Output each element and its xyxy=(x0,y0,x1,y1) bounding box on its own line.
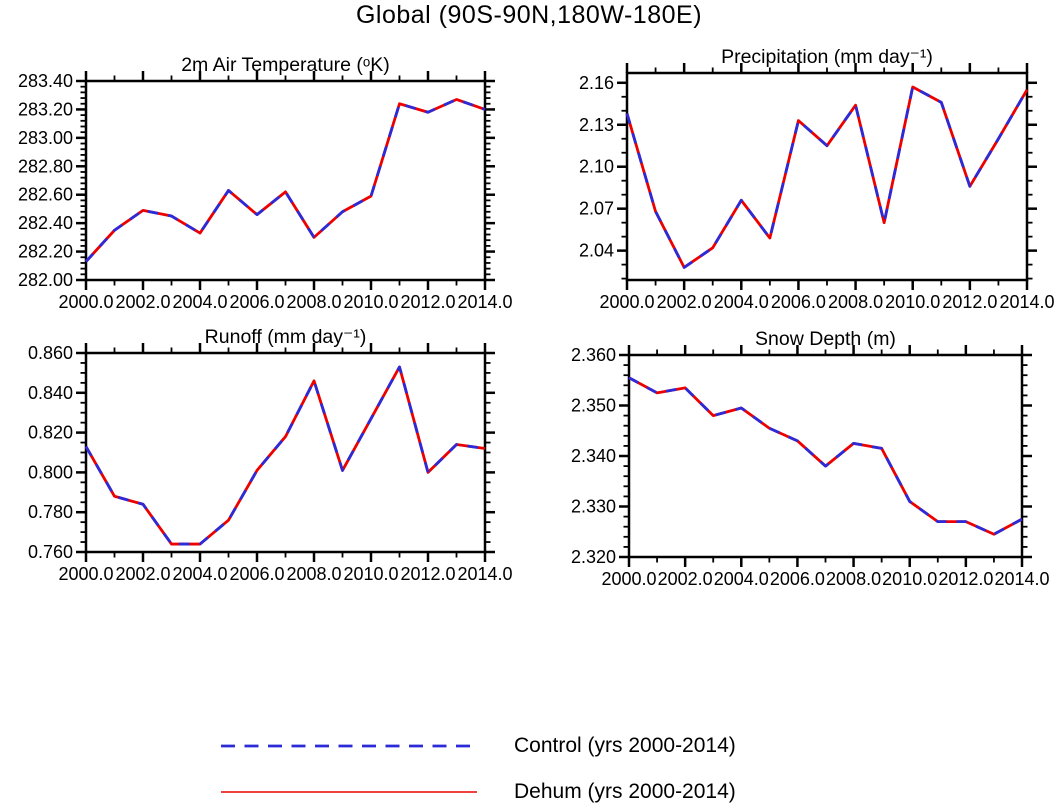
series-line-temperature xyxy=(84,98,486,263)
y-tick-label: 2.16 xyxy=(579,73,614,93)
panel-title-runoff: Runoff (mm day⁻¹) xyxy=(205,326,367,348)
y-tick-label: 282.40 xyxy=(18,213,73,233)
y-tick-label: 283.20 xyxy=(18,99,73,119)
legend-label-control: Control (yrs 2000-2014) xyxy=(514,734,736,757)
series-line-runoff xyxy=(84,365,486,546)
x-tick-label: 2002.0 xyxy=(658,569,713,589)
y-tick-label: 283.00 xyxy=(18,128,73,148)
x-tick-label: 2014.0 xyxy=(999,292,1054,312)
panel-temperature: 2000.0 2002.0 2004.0 2006.0 2008.0 2010.0 2012… xyxy=(18,54,513,312)
x-tick-label: 2004.0 xyxy=(714,292,769,312)
x-tick-label: 2000.0 xyxy=(601,569,656,589)
y-tick-label: 2.350 xyxy=(571,396,616,416)
x-tick-label: 2006.0 xyxy=(229,564,284,584)
x-tick-label: 2014.0 xyxy=(457,564,512,584)
y-tick-label: 0.840 xyxy=(28,383,73,403)
charts-canvas: 2000.0 2002.0 2004.0 2006.0 2008.0 2010.0 2012… xyxy=(18,46,1055,589)
x-tick-label: 2010.0 xyxy=(343,564,398,584)
y-tick-label: 0.760 xyxy=(28,542,73,562)
y-tick-label: 0.780 xyxy=(28,502,73,522)
series-line-temperature xyxy=(84,98,486,263)
panel-title-precipitation: Precipitation (mm day⁻¹) xyxy=(721,46,933,68)
y-tick-label: 2.07 xyxy=(579,199,614,219)
plot-box-runoff xyxy=(84,351,487,554)
y-tick-label: 2.330 xyxy=(571,497,616,517)
legend-label-dehum: Dehum (yrs 2000-2014) xyxy=(514,780,736,803)
x-tick-label: 2014.0 xyxy=(994,569,1049,589)
x-tick-label: 2012.0 xyxy=(400,292,455,312)
legend-item-dehum: Dehum (yrs 2000-2014) xyxy=(220,780,736,804)
y-tick-label: 2.10 xyxy=(579,157,614,177)
y-tick-label: 282.20 xyxy=(18,242,73,262)
y-tick-label: 282.80 xyxy=(18,156,73,176)
x-tick-label: 2000.0 xyxy=(58,292,113,312)
x-tick-label: 2004.0 xyxy=(172,292,227,312)
x-tick-label: 2008.0 xyxy=(286,564,341,584)
y-tick-label: 2.360 xyxy=(571,345,616,365)
x-tick-label: 2006.0 xyxy=(229,292,284,312)
x-tick-label: 2002.0 xyxy=(115,292,170,312)
y-tick-label: 283.40 xyxy=(18,71,73,91)
x-tick-label: 2000.0 xyxy=(58,564,113,584)
panel-title-temperature: 2m Air Temperature (ᵒK) xyxy=(181,54,390,76)
control-dashed-line-sample xyxy=(221,744,477,748)
x-tick-label: 2012.0 xyxy=(942,292,997,312)
panel-precipitation: 2000.0 2002.0 2004.0 2006.0 2008.0 2010.0 2012… xyxy=(579,46,1055,312)
series-line-runoff xyxy=(84,365,486,546)
x-tick-label: 2010.0 xyxy=(882,569,937,589)
x-tick-label: 2012.0 xyxy=(938,569,993,589)
x-tick-label: 2010.0 xyxy=(885,292,940,312)
panel-snow-depth: 2000.0 2002.0 2004.0 2006.0 2008.0 2010.0 2012… xyxy=(571,328,1050,589)
y-tick-label: 2.04 xyxy=(579,241,614,261)
x-tick-label: 2004.0 xyxy=(714,569,769,589)
x-tick-label: 2004.0 xyxy=(172,564,227,584)
y-tick-label: 282.60 xyxy=(18,185,73,205)
series-line-precipitation xyxy=(625,85,1029,269)
panel-title-snow-depth: Snow Depth (m) xyxy=(755,328,896,350)
x-tick-label: 2000.0 xyxy=(599,292,654,312)
x-tick-label: 2006.0 xyxy=(770,569,825,589)
x-tick-label: 2008.0 xyxy=(286,292,341,312)
x-tick-label: 2014.0 xyxy=(457,292,512,312)
series-line-snow-depth xyxy=(628,376,1023,536)
y-tick-label: 2.13 xyxy=(579,115,614,135)
x-tick-label: 2006.0 xyxy=(771,292,826,312)
plot-box-snow-depth xyxy=(627,353,1024,559)
panel-runoff: 2000.0 2002.0 2004.0 2006.0 2008.0 2010.0 2012… xyxy=(28,326,513,584)
y-tick-label: 0.820 xyxy=(28,423,73,443)
legend-item-control: Control (yrs 2000-2014) xyxy=(220,734,736,758)
y-tick-label: 282.00 xyxy=(18,270,73,290)
x-tick-label: 2002.0 xyxy=(115,564,170,584)
y-tick-label: 0.800 xyxy=(28,462,73,482)
series-line-snow-depth xyxy=(628,376,1023,536)
x-tick-label: 2010.0 xyxy=(343,292,398,312)
x-tick-label: 2008.0 xyxy=(826,569,881,589)
y-tick-label: 2.340 xyxy=(571,446,616,466)
x-tick-label: 2012.0 xyxy=(400,564,455,584)
y-tick-label: 0.860 xyxy=(28,343,73,363)
dehum-solid-line-sample xyxy=(221,791,477,793)
figure-title: Global (90S-90N,180W-180E) xyxy=(355,1,703,29)
y-tick-label: 2.320 xyxy=(571,547,616,567)
x-tick-label: 2002.0 xyxy=(657,292,712,312)
x-tick-label: 2008.0 xyxy=(828,292,883,312)
